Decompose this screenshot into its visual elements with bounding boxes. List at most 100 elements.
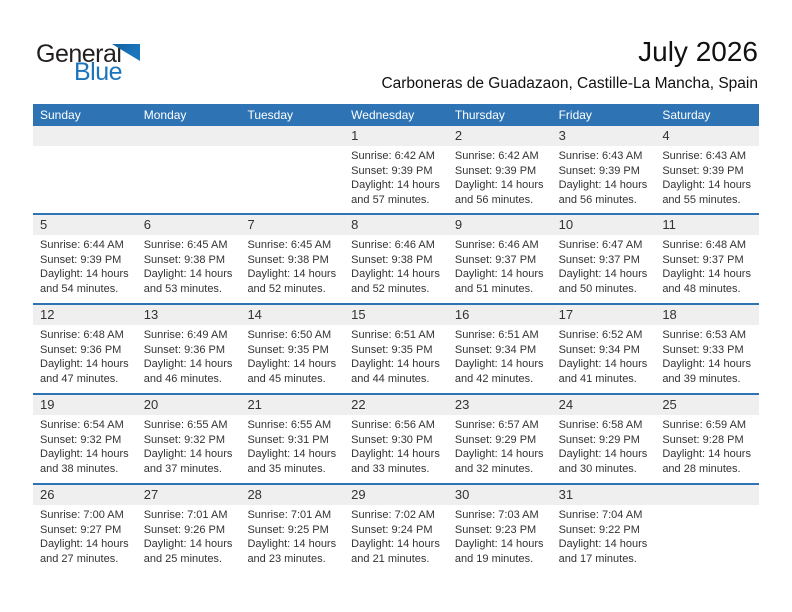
daylight-line-2: and 35 minutes. <box>247 462 326 475</box>
day-details-6: Sunrise: 6:45 AM Sunset: 9:38 PM Daylight:… <box>137 235 241 296</box>
day-number-13: 13 <box>136 305 241 325</box>
sunset-line: Sunset: 9:32 PM <box>40 433 122 446</box>
weekday-header-thursday: Thursday <box>454 108 505 122</box>
daylight-line-2: and 21 minutes. <box>351 552 430 565</box>
day-details-7: Sunrise: 6:45 AM Sunset: 9:38 PM Daylight:… <box>240 235 344 296</box>
daylight-line-2: and 53 minutes. <box>143 282 222 295</box>
day-details-18: Sunrise: 6:53 AM Sunset: 9:33 PM Daylight:… <box>655 325 759 386</box>
daylight-line-1: Daylight: 14 hours <box>143 358 233 370</box>
daylight-line-1: Daylight: 14 hours <box>662 358 751 370</box>
day-number-31: 31 <box>551 485 656 505</box>
week-row-4: 19 Sunrise: 6:54 AM Sunset: 9:32 PM Dayligh… <box>33 393 760 483</box>
logo-text-general: General <box>36 40 122 68</box>
day-number-empty <box>240 126 345 146</box>
day-cell-28: 28 Sunrise: 7:01 AM Sunset: 9:25 PM Dayligh… <box>240 485 345 573</box>
day-number-empty <box>136 126 241 146</box>
day-cell-21: 21 Sunrise: 6:55 AM Sunset: 9:31 PM Dayligh… <box>240 395 345 483</box>
daylight-line-1: Daylight: 14 hours <box>143 268 233 280</box>
sunset-line: Sunset: 9:33 PM <box>662 343 744 356</box>
daylight-line-2: and 23 minutes. <box>247 552 326 565</box>
sunrise-line: Sunrise: 6:52 AM <box>558 329 643 341</box>
week-row-1: 1 Sunrise: 6:42 AM Sunset: 9:39 PM Daylight… <box>33 126 760 213</box>
day-details-4: Sunrise: 6:43 AM Sunset: 9:39 PM Daylight:… <box>655 146 759 207</box>
sunrise-line: Sunrise: 7:02 AM <box>351 509 435 521</box>
daylight-line-1: Daylight: 14 hours <box>351 358 440 370</box>
day-cell-13: 13 Sunrise: 6:49 AM Sunset: 9:36 PM Dayligh… <box>136 305 241 393</box>
day-cell-14: 14 Sunrise: 6:50 AM Sunset: 9:35 PM Dayligh… <box>240 305 345 393</box>
daylight-line-2: and 56 minutes. <box>454 193 534 206</box>
weekday-header-wednesday: Wednesday <box>351 108 415 122</box>
day-number-3: 3 <box>551 126 656 146</box>
daylight-line-2: and 28 minutes. <box>662 462 741 475</box>
day-number-20: 20 <box>136 395 241 415</box>
sunrise-line: Sunrise: 7:03 AM <box>454 509 539 521</box>
sunset-line: Sunset: 9:39 PM <box>662 164 744 177</box>
day-cell-6: 6 Sunrise: 6:45 AM Sunset: 9:38 PM Daylight… <box>136 215 241 303</box>
day-cell-19: 19 Sunrise: 6:54 AM Sunset: 9:32 PM Dayligh… <box>33 395 137 483</box>
day-cell-5: 5 Sunrise: 6:44 AM Sunset: 9:39 PM Daylight… <box>33 215 137 303</box>
day-details-1: Sunrise: 6:42 AM Sunset: 9:39 PM Daylight:… <box>344 146 448 207</box>
day-cell-25: 25 Sunrise: 6:59 AM Sunset: 9:28 PM Dayligh… <box>655 395 760 483</box>
daylight-line-2: and 46 minutes. <box>143 372 222 385</box>
day-details-9: Sunrise: 6:46 AM Sunset: 9:37 PM Daylight:… <box>448 235 552 296</box>
day-number-1: 1 <box>344 126 448 146</box>
day-details-11: Sunrise: 6:48 AM Sunset: 9:37 PM Daylight:… <box>655 235 759 296</box>
sunrise-line: Sunrise: 6:58 AM <box>558 419 643 431</box>
sunset-line: Sunset: 9:39 PM <box>558 164 640 177</box>
day-cell-3: 3 Sunrise: 6:43 AM Sunset: 9:39 PM Daylight… <box>551 126 656 213</box>
day-number-7: 7 <box>240 215 345 235</box>
sunset-line: Sunset: 9:35 PM <box>247 343 329 356</box>
sunrise-line: Sunrise: 6:45 AM <box>143 239 228 251</box>
daylight-line-2: and 52 minutes. <box>351 282 430 295</box>
logo-text-blue: Blue <box>74 58 123 86</box>
daylight-line-1: Daylight: 14 hours <box>558 179 648 191</box>
daylight-line-1: Daylight: 14 hours <box>454 268 544 280</box>
daylight-line-2: and 50 minutes. <box>558 282 637 295</box>
daylight-line-2: and 27 minutes. <box>40 552 119 565</box>
sunrise-line: Sunrise: 6:51 AM <box>454 329 539 341</box>
day-cell-2: 2 Sunrise: 6:42 AM Sunset: 9:39 PM Daylight… <box>447 126 552 213</box>
sunrise-line: Sunrise: 6:50 AM <box>247 329 332 341</box>
day-cell-7: 7 Sunrise: 6:45 AM Sunset: 9:38 PM Daylight… <box>240 215 345 303</box>
daylight-line-1: Daylight: 14 hours <box>351 179 440 191</box>
day-details-20: Sunrise: 6:55 AM Sunset: 9:32 PM Daylight:… <box>137 415 241 476</box>
daylight-line-1: Daylight: 14 hours <box>558 538 648 550</box>
day-cell-16: 16 Sunrise: 6:51 AM Sunset: 9:34 PM Dayligh… <box>447 305 552 393</box>
sunset-line: Sunset: 9:36 PM <box>40 343 122 356</box>
day-cell-4: 4 Sunrise: 6:43 AM Sunset: 9:39 PM Daylight… <box>655 126 760 213</box>
day-cell-empty <box>240 126 345 213</box>
day-cell-22: 22 Sunrise: 6:56 AM Sunset: 9:30 PM Dayligh… <box>344 395 448 483</box>
day-cell-9: 9 Sunrise: 6:46 AM Sunset: 9:37 PM Daylight… <box>447 215 552 303</box>
sunset-line: Sunset: 9:35 PM <box>351 343 433 356</box>
day-number-28: 28 <box>240 485 345 505</box>
sunrise-line: Sunrise: 7:04 AM <box>558 509 643 521</box>
day-number-empty <box>655 485 760 505</box>
day-number-10: 10 <box>551 215 656 235</box>
sunset-line: Sunset: 9:34 PM <box>558 343 640 356</box>
sunrise-line: Sunrise: 6:56 AM <box>351 419 435 431</box>
day-number-9: 9 <box>447 215 552 235</box>
daylight-line-1: Daylight: 14 hours <box>247 268 337 280</box>
day-number-21: 21 <box>240 395 345 415</box>
day-cell-20: 20 Sunrise: 6:55 AM Sunset: 9:32 PM Dayligh… <box>136 395 241 483</box>
weekday-header-monday: Monday <box>143 108 187 122</box>
day-cell-8: 8 Sunrise: 6:46 AM Sunset: 9:38 PM Daylight… <box>344 215 448 303</box>
daylight-line-2: and 30 minutes. <box>558 462 637 475</box>
daylight-line-1: Daylight: 14 hours <box>558 268 648 280</box>
day-cell-empty <box>655 485 760 573</box>
daylight-line-2: and 52 minutes. <box>247 282 326 295</box>
weeks-container: 1 Sunrise: 6:42 AM Sunset: 9:39 PM Daylight… <box>33 126 760 573</box>
day-details-13: Sunrise: 6:49 AM Sunset: 9:36 PM Daylight:… <box>137 325 241 386</box>
day-cell-26: 26 Sunrise: 7:00 AM Sunset: 9:27 PM Dayligh… <box>33 485 137 573</box>
sunset-line: Sunset: 9:37 PM <box>558 253 640 266</box>
daylight-line-2: and 51 minutes. <box>454 282 534 295</box>
sunset-line: Sunset: 9:25 PM <box>247 523 329 536</box>
location-subtitle: Carboneras de Guadazaon, Castille-La Man… <box>381 75 758 92</box>
sunset-line: Sunset: 9:24 PM <box>351 523 433 536</box>
day-details-17: Sunrise: 6:52 AM Sunset: 9:34 PM Daylight:… <box>552 325 656 386</box>
week-row-2: 5 Sunrise: 6:44 AM Sunset: 9:39 PM Daylight… <box>33 213 760 303</box>
sunset-line: Sunset: 9:37 PM <box>454 253 537 266</box>
sunrise-line: Sunrise: 6:44 AM <box>40 239 124 251</box>
day-cell-23: 23 Sunrise: 6:57 AM Sunset: 9:29 PM Dayligh… <box>447 395 552 483</box>
day-number-14: 14 <box>240 305 345 325</box>
